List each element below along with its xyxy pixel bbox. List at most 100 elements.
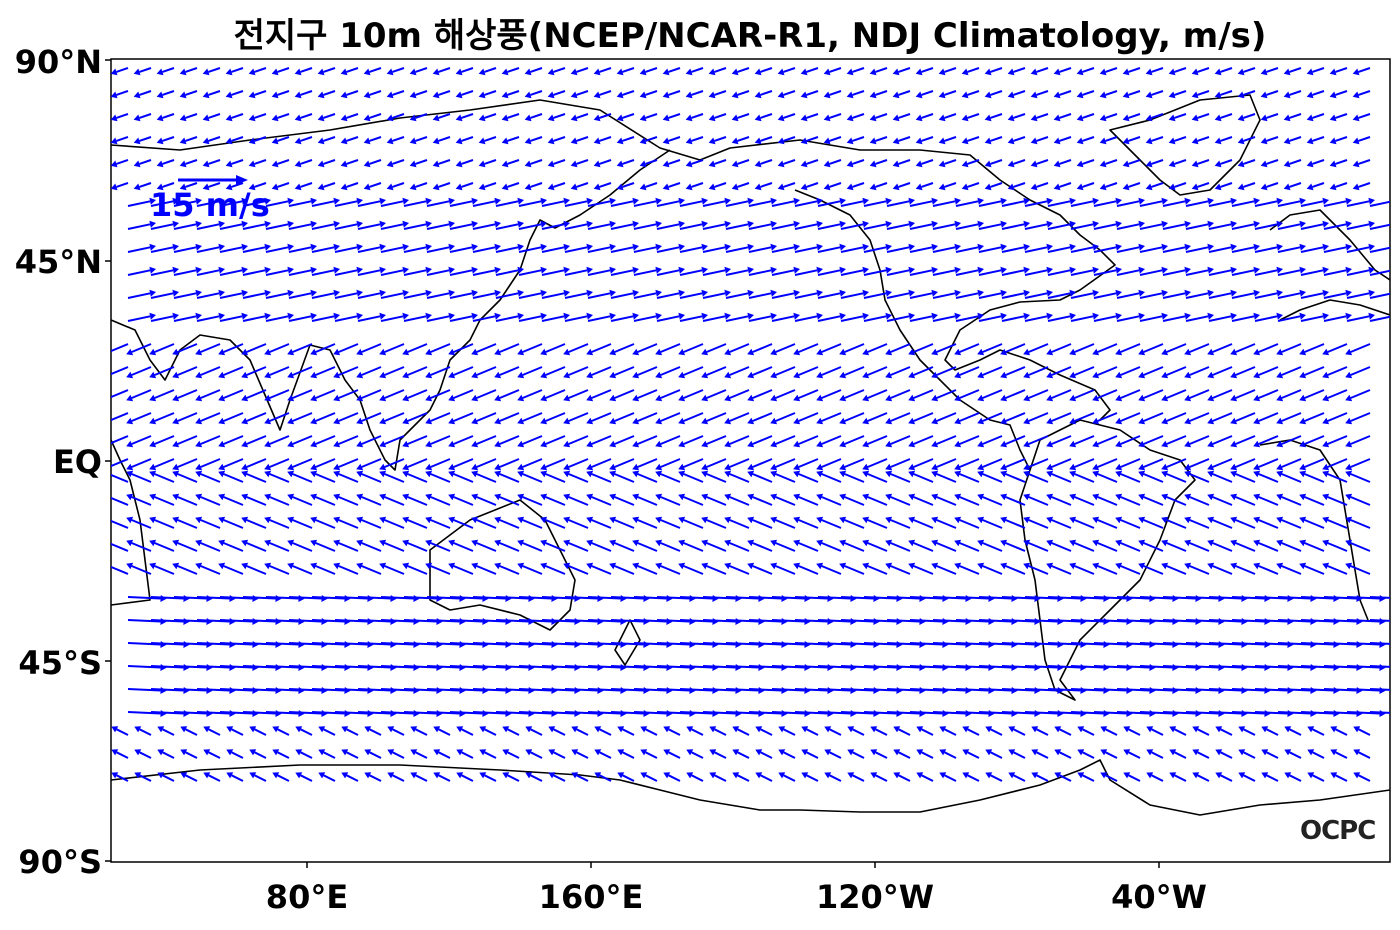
wind-vector — [1001, 619, 1035, 623]
wind-vector — [959, 389, 980, 399]
wind-vector — [752, 542, 773, 552]
wind-vector-head — [1007, 183, 1015, 191]
wind-vector-head — [747, 562, 755, 570]
wind-vector-head — [111, 183, 118, 191]
wind-vector — [219, 246, 243, 253]
wind-vector — [507, 182, 520, 188]
wind-vector — [821, 496, 842, 506]
wind-vector-head — [540, 562, 548, 570]
wind-vector — [1312, 182, 1325, 188]
wind-vector — [706, 366, 727, 376]
wind-vector-head — [793, 197, 800, 205]
wind-vector-head — [540, 197, 547, 205]
wind-vector-head — [1184, 243, 1191, 251]
wind-vector-head — [1207, 539, 1215, 547]
wind-vector-head — [1000, 289, 1007, 297]
wind-vector-head — [103, 395, 110, 402]
wind-vector — [752, 435, 773, 445]
wind-vector-head — [241, 266, 248, 274]
wind-vector-head — [409, 114, 417, 122]
wind-vector — [610, 246, 634, 253]
wind-vector-head — [1123, 726, 1131, 733]
wind-vector — [1185, 200, 1209, 207]
wind-vector — [1013, 728, 1026, 736]
wind-vector — [645, 751, 658, 759]
wind-vector — [1105, 90, 1118, 96]
wind-vector-head — [1076, 183, 1084, 191]
wind-vector — [725, 642, 759, 646]
wind-vector-head — [264, 312, 271, 320]
wind-vector-head — [885, 312, 892, 320]
wind-vector — [323, 159, 336, 165]
wind-vector-head — [708, 68, 716, 76]
wind-vector — [507, 159, 520, 165]
reference-vector-arrow — [178, 175, 248, 185]
wind-vector-head — [517, 312, 524, 320]
wind-vector — [645, 67, 658, 73]
wind-vector-head — [609, 539, 617, 547]
wind-vector — [1082, 113, 1095, 119]
wind-vector — [844, 412, 865, 422]
wind-vector-head — [525, 726, 533, 733]
wind-vector — [1254, 200, 1278, 207]
wind-vector-head — [570, 91, 578, 99]
wind-vector-head — [364, 772, 372, 779]
wind-vector — [499, 458, 520, 468]
wind-vector — [576, 136, 589, 142]
wind-vector-head — [172, 266, 179, 274]
wind-vector — [173, 315, 197, 322]
wind-vector — [338, 519, 359, 529]
wind-vector — [357, 688, 391, 692]
wind-vector — [1369, 711, 1390, 714]
wind-vector-head — [1237, 68, 1245, 76]
wind-vector-head — [984, 114, 992, 122]
wind-vector — [288, 711, 322, 715]
wind-vector-head — [448, 417, 456, 425]
wind-vector-head — [793, 371, 801, 379]
wind-vector-head — [1099, 114, 1107, 122]
wind-vector-head — [1322, 516, 1330, 524]
wind-vector-head — [1368, 220, 1375, 228]
wind-vector-head — [954, 417, 962, 425]
wind-vector-head — [501, 114, 509, 122]
wind-vector — [265, 269, 289, 276]
wind-vector — [461, 728, 474, 736]
wind-vector-head — [333, 562, 341, 570]
wind-vector — [162, 90, 175, 96]
wind-vector-head — [149, 539, 157, 547]
wind-vector-head — [977, 243, 984, 251]
wind-vector — [1185, 269, 1209, 276]
wind-vector — [392, 136, 405, 142]
wind-vector — [1059, 159, 1072, 165]
wind-vector — [1289, 774, 1302, 782]
wind-vector — [131, 496, 152, 506]
wind-vector — [771, 688, 805, 692]
wind-vector — [921, 728, 934, 736]
wind-vector — [369, 113, 382, 119]
wind-vector-head — [195, 371, 203, 379]
wind-vector — [1369, 642, 1390, 645]
wind-vector — [1001, 200, 1025, 207]
wind-vector — [1005, 496, 1026, 506]
wind-vector — [1208, 642, 1242, 646]
wind-vector — [760, 67, 773, 73]
wind-vector — [288, 223, 312, 230]
wind-vector — [196, 711, 230, 715]
wind-vector-head — [839, 516, 847, 524]
wind-vector — [154, 542, 175, 552]
wind-vector — [1335, 90, 1348, 96]
wind-vector-head — [1330, 749, 1338, 756]
wind-vector-head — [241, 470, 249, 478]
wind-vector — [1074, 473, 1095, 483]
wind-vector-head — [1207, 394, 1215, 402]
wind-vector — [1116, 200, 1140, 207]
wind-vector — [990, 159, 1003, 165]
wind-vector-head — [977, 289, 984, 297]
wind-vector-head — [747, 493, 755, 501]
wind-vector-head — [218, 348, 226, 356]
wind-vector-head — [1000, 371, 1008, 379]
wind-vector — [737, 728, 750, 736]
wind-vector — [564, 642, 598, 646]
wind-vector-head — [908, 197, 915, 205]
wind-vector — [771, 246, 795, 253]
